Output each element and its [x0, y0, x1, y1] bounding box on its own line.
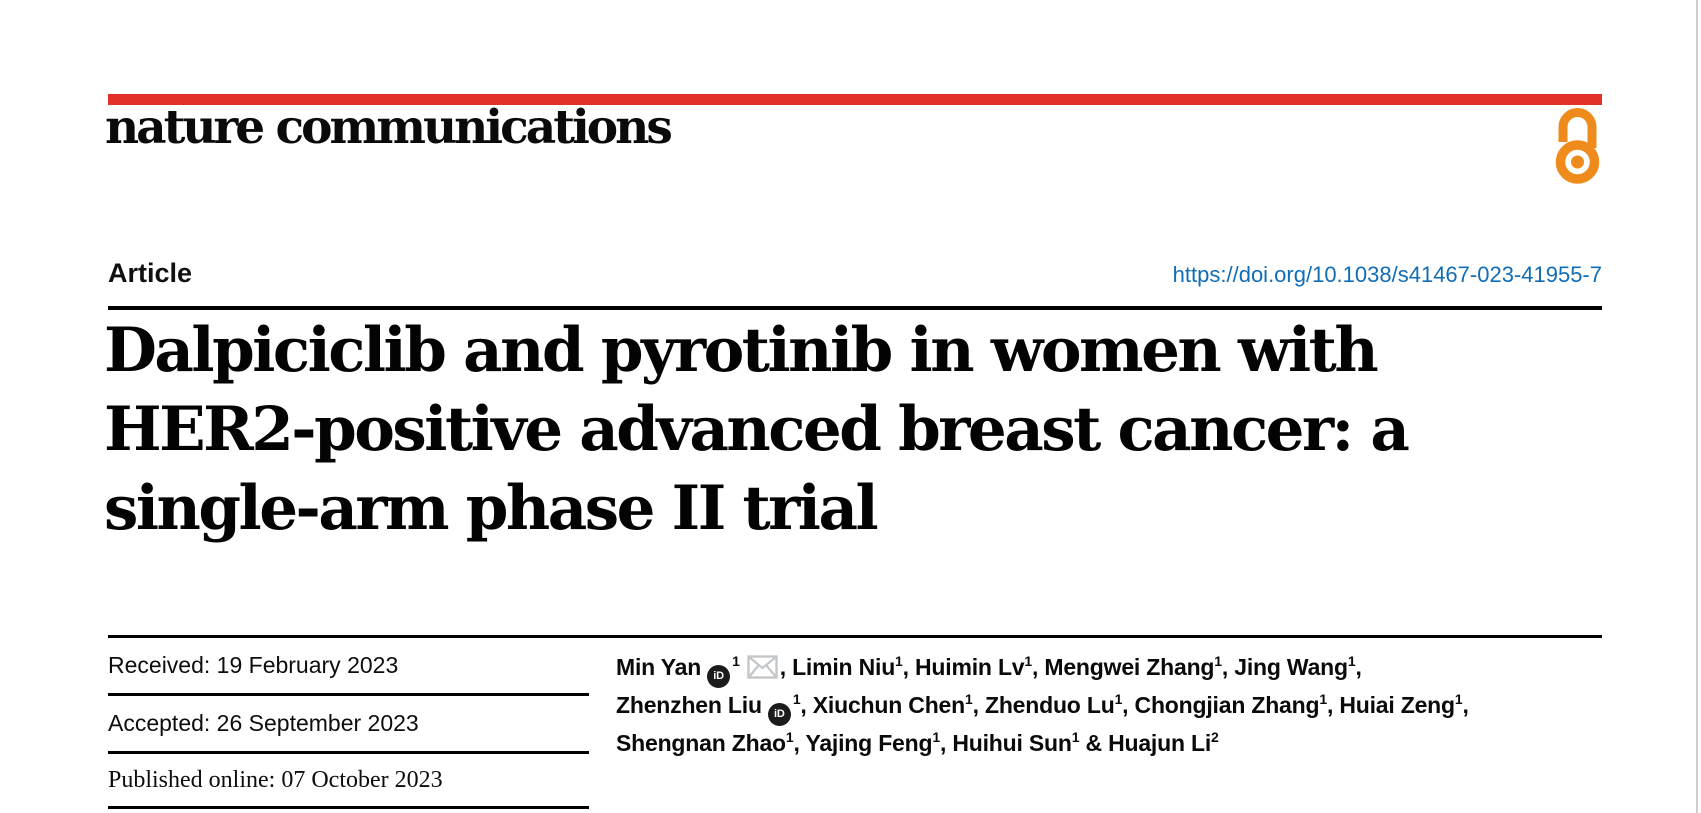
author-name-text: Zhenzhen Liu: [616, 692, 762, 718]
article-type-label: Article: [108, 258, 193, 288]
journal-logo: nature communications: [105, 100, 673, 155]
affiliation-superscript: 1: [895, 653, 903, 669]
published-date: Published online: 07 October 2023: [108, 754, 589, 809]
content-rule: [108, 635, 1602, 638]
affiliation-superscript: 1: [785, 729, 794, 745]
author-name-text: , Huiai Zeng: [1326, 692, 1455, 718]
author-name-text: , Jing Wang: [1221, 654, 1348, 680]
title-line-2: HER2-positive advanced breast cancer: a: [104, 394, 1410, 465]
affiliation-superscript: 1: [1454, 691, 1463, 707]
page-right-edge: [1696, 0, 1698, 813]
affiliation-superscript: 1: [965, 691, 973, 707]
orcid-icon[interactable]: iD: [707, 664, 731, 688]
affiliation-superscript: 1: [1319, 691, 1327, 707]
accepted-date: Accepted: 26 September 2023: [108, 696, 589, 754]
received-date: Received: 19 February 2023: [108, 638, 589, 696]
publication-history: Received: 19 February 2023 Accepted: 26 …: [108, 638, 589, 809]
brand-accent-bar: [108, 94, 1602, 105]
author-list: Min Yan iD1, Limin Niu1, Huimin Lv1, Meng…: [616, 648, 1616, 762]
author-name-text: , Xiuchun Chen: [800, 692, 965, 718]
header-rule: [108, 306, 1602, 310]
author-name-text: , Zhenduo Lu: [972, 692, 1115, 718]
doi-link[interactable]: https://doi.org/10.1038/s41467-023-41955…: [1172, 262, 1602, 287]
author-name-text: Min Yan: [616, 654, 702, 680]
author-line: Min Yan iD1, Limin Niu1, Huimin Lv1, Meng…: [616, 648, 1616, 688]
affiliation-superscript: 1: [932, 729, 940, 745]
affiliation-superscript: 1: [1024, 653, 1032, 669]
author-name-text: , Mengwei Zhang: [1032, 654, 1215, 680]
author-name-text: ,: [1462, 692, 1469, 718]
author-line: Shengnan Zhao1, Yajing Feng1, Huihui Sun…: [616, 724, 1616, 762]
affiliation-superscript: 1: [1071, 729, 1080, 745]
author-name-text: , Huihui Sun: [939, 730, 1072, 756]
affiliation-superscript: 1: [1347, 653, 1356, 669]
title-line-3: single-arm phase II trial: [104, 473, 879, 544]
affiliation-superscript: 1: [1114, 691, 1123, 707]
author-name-text: , Limin Niu: [779, 654, 896, 680]
title-line-1: Dalpiciclib and pyrotinib in women with: [104, 315, 1379, 386]
author-name-text: , Huimin Lv: [902, 654, 1025, 680]
email-icon[interactable]: [746, 655, 778, 679]
affiliation-superscript: 1: [1214, 653, 1222, 669]
affiliation-superscript: 1: [732, 653, 740, 669]
author-name-text: , Yajing Feng: [793, 730, 933, 756]
author-name-text: & Huajun Li: [1079, 730, 1212, 756]
author-name-text: , Chongjian Zhang: [1122, 692, 1320, 718]
article-title: Dalpiciclib and pyrotinib in women with …: [104, 311, 1464, 548]
author-name-text: Shengnan Zhao: [616, 730, 786, 756]
affiliation-superscript: 2: [1211, 729, 1219, 745]
author-line: Zhenzhen Liu iD1, Xiuchun Chen1, Zhenduo …: [616, 686, 1616, 726]
author-name-text: ,: [1355, 654, 1362, 680]
open-access-icon: [1554, 104, 1601, 189]
affiliation-superscript: 1: [792, 691, 801, 707]
orcid-icon[interactable]: iD: [767, 702, 791, 726]
